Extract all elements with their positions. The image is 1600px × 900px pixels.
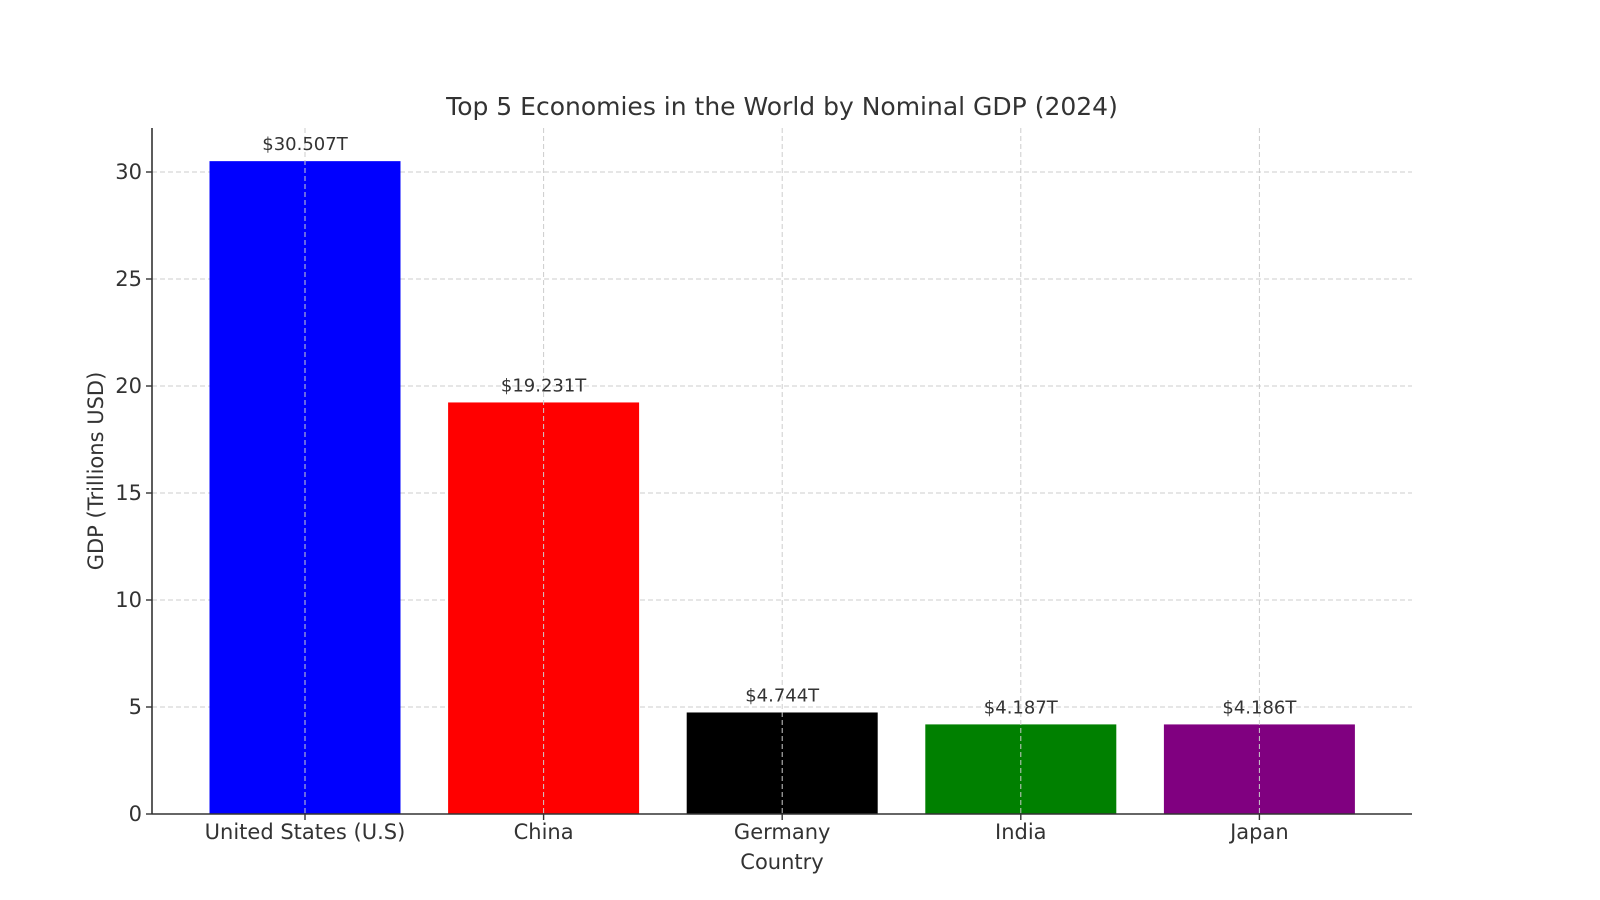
y-tick-label: 30 [115, 160, 142, 184]
y-tick-label: 15 [115, 481, 142, 505]
data-labels: $30.507T $19.231T $4.744T $4.187T $4.186T [262, 134, 1297, 718]
x-tick-label: China [514, 820, 574, 844]
data-label: $19.231T [501, 375, 587, 396]
y-tick-label: 20 [115, 374, 142, 398]
x-ticks: United States (U.S) China Germany India Japa… [205, 814, 1289, 844]
y-tick-label: 10 [115, 588, 142, 612]
x-axis-title: Country [740, 850, 823, 874]
x-tick-label: India [995, 820, 1047, 844]
x-tick-label: United States (U.S) [205, 820, 406, 844]
y-axis-title: GDP (Trillions USD) [84, 372, 108, 571]
data-label: $4.744T [745, 685, 820, 706]
x-tick-label: Japan [1228, 820, 1289, 844]
data-label: $30.507T [262, 134, 348, 155]
vertical-grid-layer [304, 128, 1260, 814]
data-label: $4.186T [1222, 697, 1297, 718]
chart-title: Top 5 Economies in the World by Nominal … [445, 92, 1118, 121]
x-tick-label: Germany [734, 820, 831, 844]
y-ticks: 0 5 10 15 20 25 30 [115, 160, 152, 826]
y-tick-label: 5 [129, 695, 142, 719]
y-tick-label: 0 [129, 802, 142, 826]
y-tick-label: 25 [115, 267, 142, 291]
data-label: $4.187T [984, 697, 1059, 718]
